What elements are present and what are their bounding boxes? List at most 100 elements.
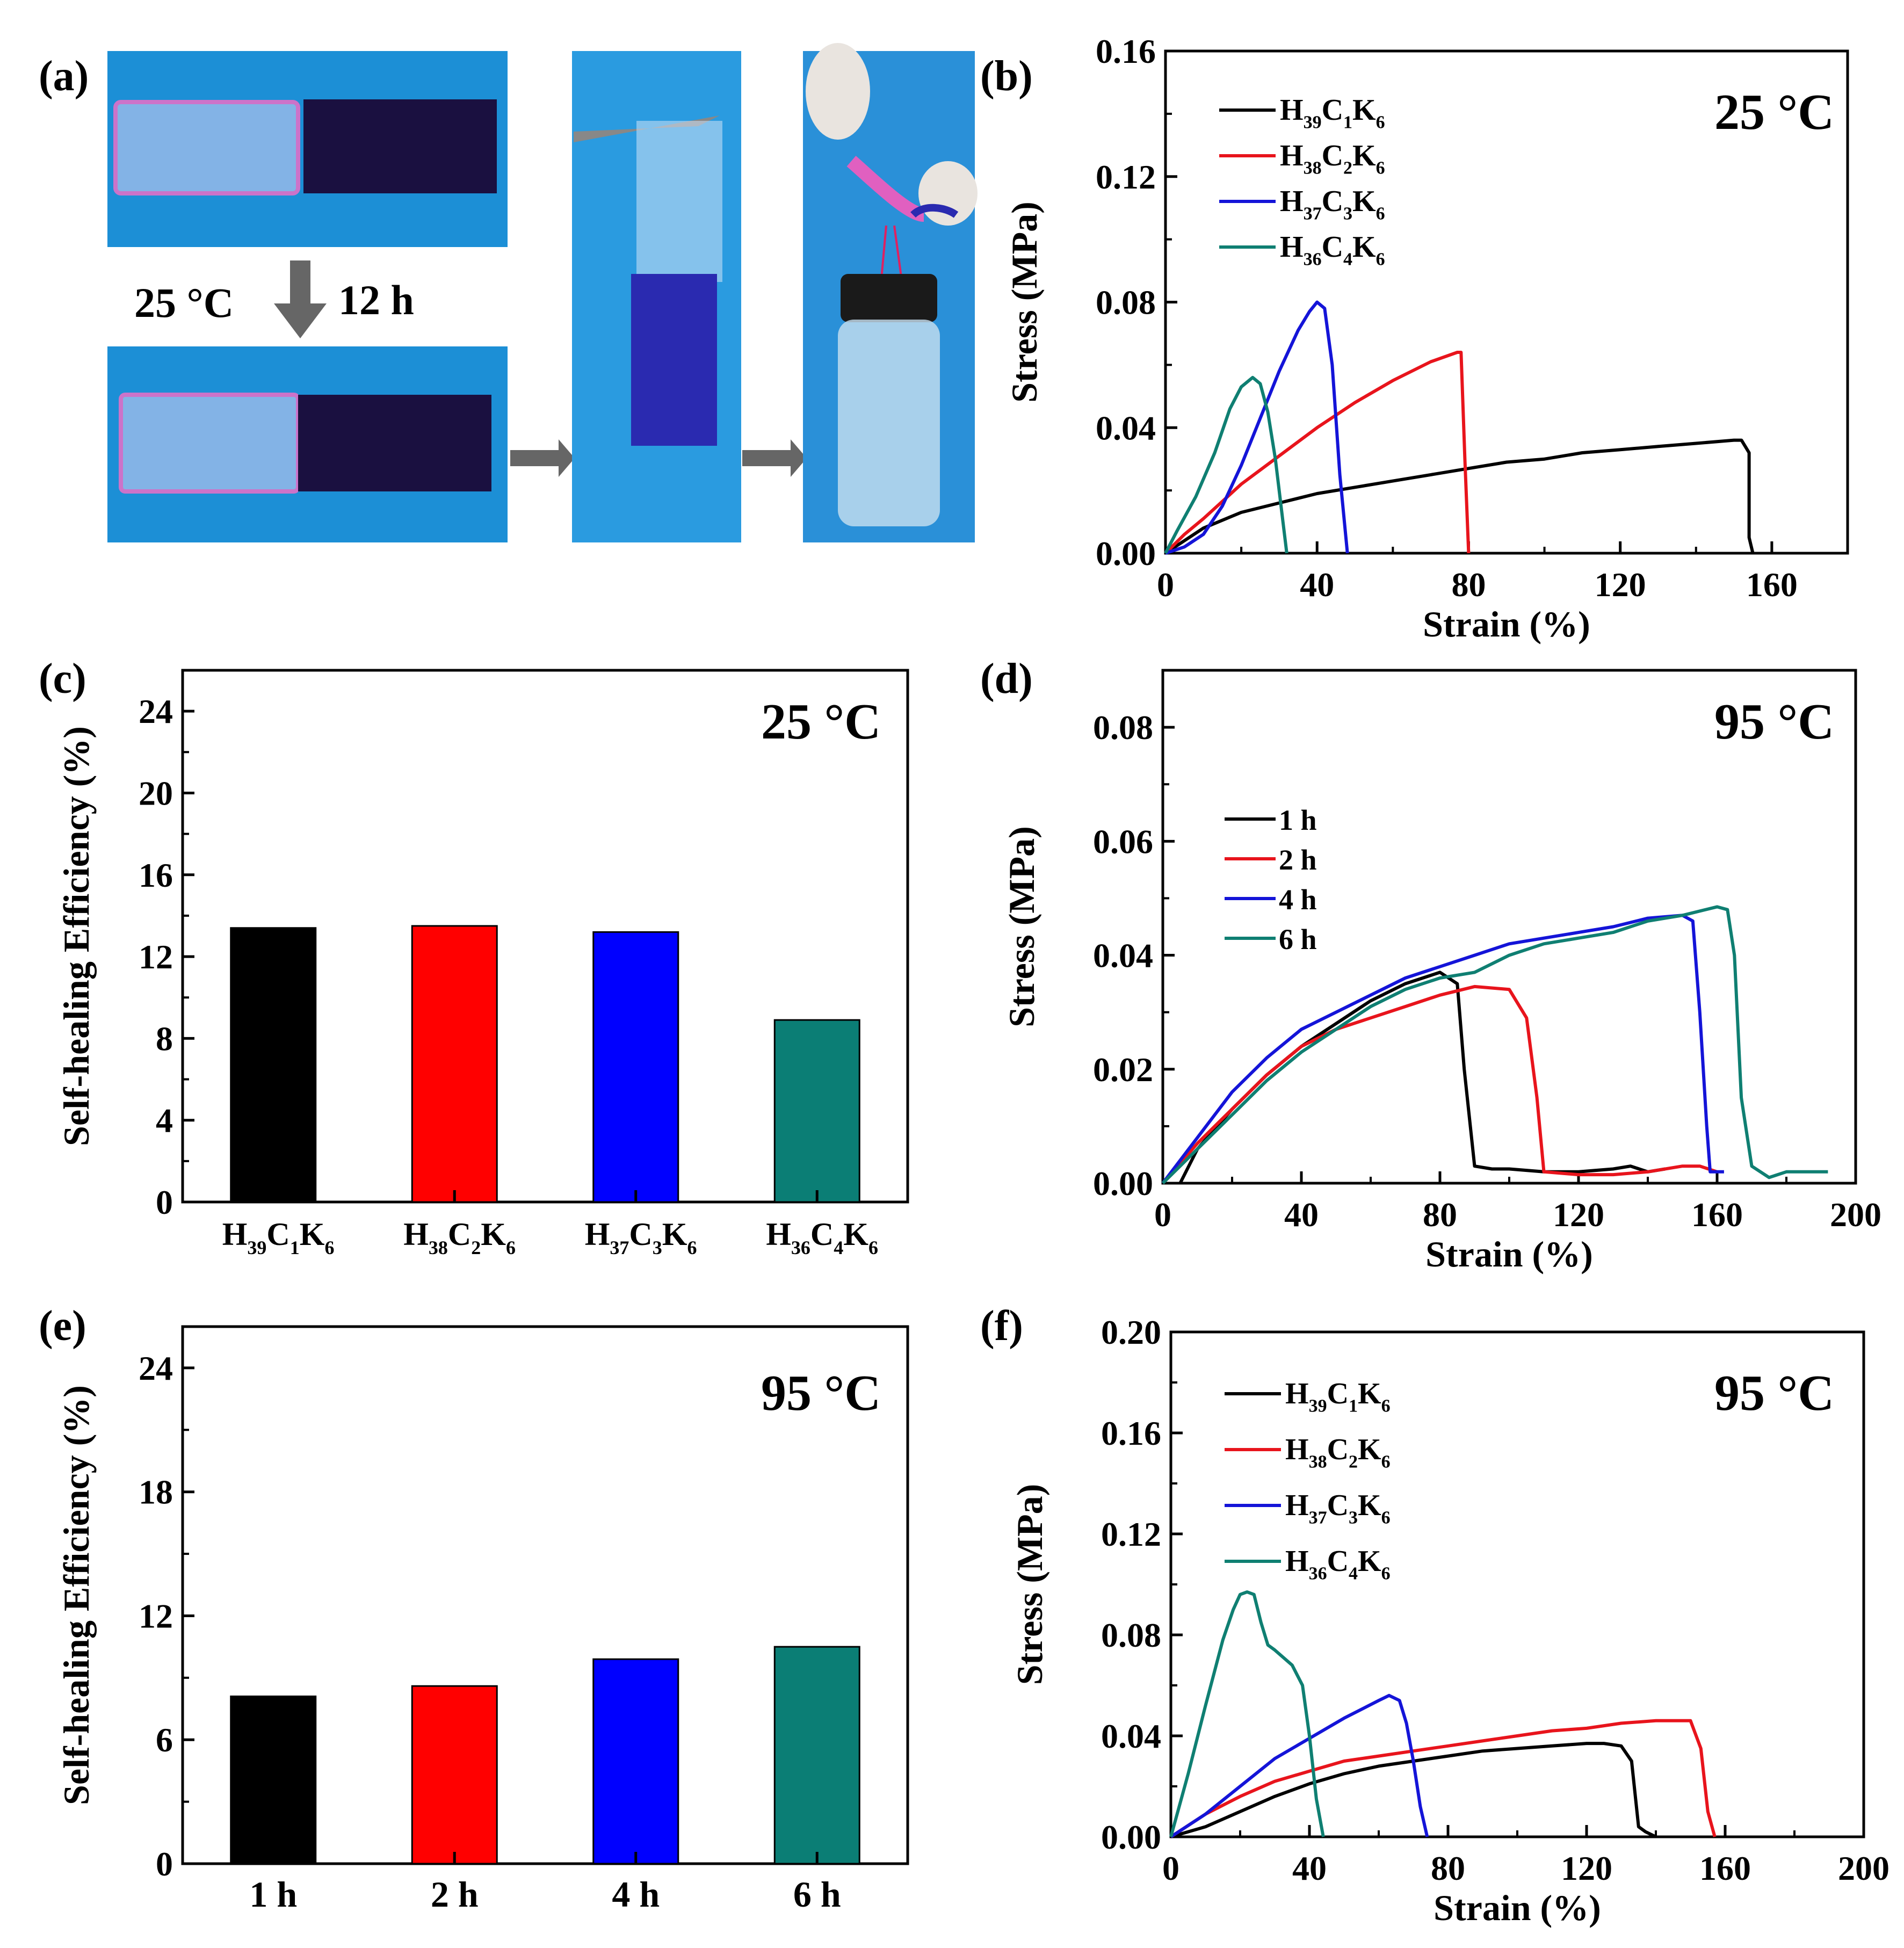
y-tick-label: 0.20	[1101, 1313, 1161, 1351]
x-tick-label: 0	[1154, 1196, 1171, 1234]
bar-1 h	[230, 1695, 317, 1865]
series-line-H38C2K6	[1164, 351, 1471, 555]
photo-after-healing	[107, 346, 508, 542]
condition-time-label: 12 h	[338, 277, 414, 323]
x-tick-label: 80	[1431, 1849, 1465, 1887]
y-axis-label: Stress (MPa)	[1004, 201, 1045, 403]
x-tick-label: H38C2K6	[403, 1216, 516, 1258]
x-tick-label: 160	[1699, 1849, 1751, 1887]
legend-label: H39C1K6	[1285, 1377, 1391, 1416]
series-line-H39C1K6	[1164, 438, 1755, 555]
legend-label: H38C2K6	[1285, 1433, 1391, 1472]
x-tick-label: 40	[1300, 566, 1334, 604]
panel-label-e: (e)	[39, 1302, 86, 1350]
panel-label-a: (a)	[39, 53, 89, 100]
bar-H39C1K6	[230, 927, 317, 1203]
y-tick-label: 8	[156, 1019, 173, 1058]
temperature-annotation: 25 °C	[761, 694, 881, 750]
legend: H39C1K6 H38C2K6 H37C3K6 H36C4K6	[1225, 1377, 1391, 1584]
x-tick-label: 6 h	[793, 1874, 841, 1915]
x-axis-label: Strain (%)	[1423, 604, 1590, 644]
y-tick-label: 0.02	[1093, 1051, 1153, 1089]
x-axis-label: Strain (%)	[1425, 1234, 1593, 1274]
y-tick-label: 0.16	[1096, 32, 1156, 70]
x-tick-label: 120	[1553, 1196, 1604, 1234]
y-tick-label: 0.12	[1096, 158, 1156, 196]
legend: 1 h 2 h 4 h 6 h	[1225, 804, 1317, 955]
chart-d: (d) 0.00 0.02 0.04 0.06 0.08 Stress (MPa) 95 °C…	[980, 655, 1881, 1274]
x-tick-label: 4 h	[612, 1874, 660, 1915]
y-tick-label: 0.12	[1101, 1515, 1161, 1553]
bar-H36C4K6	[773, 1019, 860, 1203]
legend-label: H38C2K6	[1280, 139, 1385, 178]
series-line-H39C1K6	[1170, 1742, 1657, 1838]
photo-hanging-strip	[572, 51, 741, 542]
down-arrow-icon	[274, 260, 327, 338]
y-tick-label: 0.04	[1101, 1717, 1161, 1755]
y-tick-label: 18	[139, 1473, 173, 1511]
x-tick-label: H36C4K6	[766, 1216, 878, 1258]
bar-H38C2K6	[411, 925, 498, 1203]
temperature-annotation: 95 °C	[1714, 1365, 1834, 1421]
x-tick-label: 120	[1561, 1849, 1612, 1887]
x-tick-label: 200	[1830, 1196, 1881, 1234]
charts-layer: (b) 0.00 0.04 0.08 0.12 0.16 Stress (MPa) 25 °C…	[39, 32, 1889, 1928]
legend-label: H37C3K6	[1280, 185, 1385, 224]
y-tick-label: 0.00	[1101, 1818, 1161, 1856]
x-tick-label: 160	[1691, 1196, 1743, 1234]
plot-frame	[181, 1325, 909, 1865]
x-tick-label: 1 h	[249, 1874, 297, 1915]
series-line-6 h	[1161, 905, 1828, 1185]
y-tick-label: 0.04	[1096, 409, 1156, 447]
series-line-1 h	[1178, 971, 1666, 1184]
y-tick-label: 6	[156, 1721, 173, 1759]
series-line-H37C3K6	[1165, 300, 1349, 555]
legend-label: 1 h	[1279, 804, 1317, 836]
y-tick-label: 0.04	[1093, 937, 1153, 975]
y-tick-label: 24	[139, 692, 173, 730]
series-line-H38C2K6	[1170, 1719, 1717, 1838]
legend-label: 2 h	[1279, 844, 1317, 876]
series-line-2 h	[1161, 984, 1718, 1184]
x-tick-label: 160	[1746, 566, 1798, 604]
y-tick-label: 16	[139, 856, 173, 894]
series-line-H36C4K6	[1164, 375, 1288, 554]
y-axis-label: Self-healing Efficiency (%)	[56, 1385, 97, 1805]
y-axis-label: Stress (MPa)	[1009, 1484, 1050, 1685]
right-arrow-icon	[742, 439, 807, 477]
x-tick-label: H37C3K6	[585, 1216, 697, 1258]
temperature-annotation: 95 °C	[761, 1365, 881, 1421]
legend: H39C1K6 H38C2K6 H37C3K6 H36C4K6	[1219, 93, 1385, 270]
bar-H37C3K6	[592, 931, 679, 1203]
right-arrow-icon	[510, 439, 575, 477]
temperature-annotation: 25 °C	[1714, 84, 1834, 140]
y-tick-label: 0	[156, 1183, 173, 1221]
legend-label: H37C3K6	[1285, 1489, 1391, 1528]
y-tick-label: 0.00	[1096, 534, 1156, 573]
panel-a-photos: (a) 25 °C 12 h	[39, 43, 978, 542]
legend-label: 6 h	[1279, 923, 1317, 955]
y-tick-label: 12	[139, 1597, 173, 1635]
y-tick-label: 0	[156, 1845, 173, 1883]
x-tick-label: 2 h	[431, 1874, 479, 1915]
chart-e: (e) 0 6 12 18 24 Self-healing Efficiency (%) 95…	[39, 1302, 909, 1915]
chart-b: (b) 0.00 0.04 0.08 0.12 0.16 Stress (MPa) 25 °C…	[980, 32, 1849, 644]
series-line-H37C3K6	[1170, 1693, 1429, 1838]
legend-label: H39C1K6	[1280, 93, 1385, 133]
chart-f: (f) 0.00 0.04 0.08 0.12 0.16 0.20 Stress (MPa) 9…	[980, 1302, 1889, 1928]
y-axis-label: Self-healing Efficiency (%)	[56, 726, 97, 1146]
legend-label: H36C4K6	[1280, 230, 1385, 270]
x-tick-label: 80	[1451, 566, 1486, 604]
y-tick-label: 20	[139, 774, 173, 812]
panel-label-b: (b)	[980, 53, 1033, 100]
series-line-H36C4K6	[1169, 1590, 1325, 1837]
x-tick-label: 200	[1838, 1849, 1889, 1887]
panel-label-d: (d)	[980, 655, 1033, 703]
y-tick-label: 0.08	[1101, 1616, 1161, 1654]
photo-before-healing	[107, 51, 508, 247]
y-tick-label: 4	[156, 1102, 173, 1140]
bar-2 h	[411, 1685, 498, 1865]
legend-label: H36C4K6	[1285, 1545, 1391, 1584]
panel-label-c: (c)	[39, 655, 86, 703]
